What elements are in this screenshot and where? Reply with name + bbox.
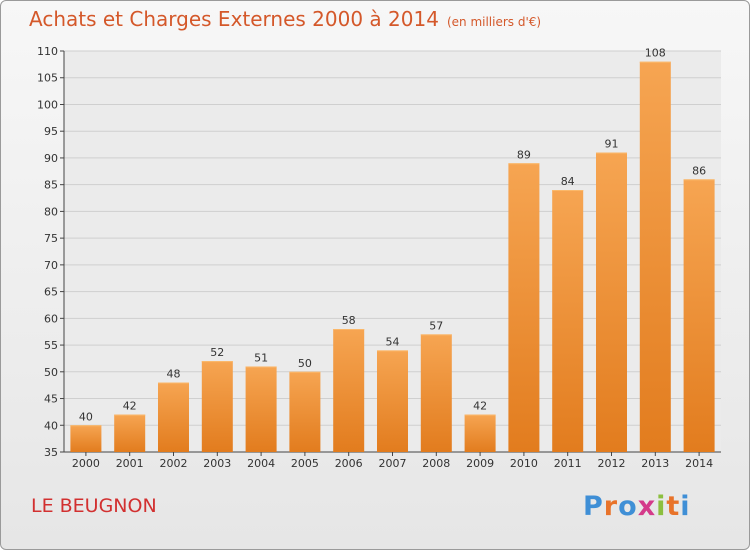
x-tick-label: 2006 bbox=[335, 457, 363, 470]
logo-letter: r bbox=[603, 491, 619, 522]
y-tick-label: 90 bbox=[44, 152, 58, 165]
data-label: 86 bbox=[692, 164, 706, 177]
logo-letter: t bbox=[666, 491, 681, 522]
bar bbox=[114, 414, 146, 452]
logo-letter: i bbox=[680, 491, 691, 522]
unit-label: (en milliers d'€) bbox=[446, 15, 542, 29]
y-tick-label: 60 bbox=[44, 312, 58, 325]
bar bbox=[333, 329, 365, 452]
data-label: 52 bbox=[210, 346, 224, 359]
x-tick-label: 2000 bbox=[72, 457, 100, 470]
x-tick-label: 2004 bbox=[247, 457, 275, 470]
x-tick-label: 2002 bbox=[160, 457, 188, 470]
y-tick-label: 55 bbox=[44, 339, 58, 352]
x-tick-label: 2010 bbox=[510, 457, 538, 470]
data-label: 58 bbox=[342, 314, 356, 327]
y-tick-label: 40 bbox=[44, 419, 58, 432]
y-tick-label: 70 bbox=[44, 259, 58, 272]
y-tick-label: 95 bbox=[44, 125, 58, 138]
data-label: 54 bbox=[386, 335, 400, 348]
logo-letter: P bbox=[583, 491, 604, 522]
x-tick-label: 2005 bbox=[291, 457, 319, 470]
data-label: 51 bbox=[254, 351, 268, 364]
y-tick-label: 110 bbox=[37, 45, 58, 58]
y-tick-label: 100 bbox=[37, 98, 58, 111]
y-tick-label: 50 bbox=[44, 366, 58, 379]
data-label: 50 bbox=[298, 357, 312, 370]
bar bbox=[464, 414, 496, 452]
y-tick-label: 75 bbox=[44, 232, 58, 245]
bar bbox=[508, 163, 540, 452]
data-label: 48 bbox=[167, 367, 181, 380]
chart-title: Achats et Charges Externes 2000 à 2014 (e… bbox=[29, 7, 541, 31]
bar bbox=[289, 371, 321, 452]
logo-letter: i bbox=[656, 491, 667, 522]
x-tick-label: 2014 bbox=[685, 457, 713, 470]
data-label: 42 bbox=[473, 400, 487, 413]
bar bbox=[639, 61, 671, 453]
x-tick-label: 2011 bbox=[554, 457, 582, 470]
data-label: 42 bbox=[123, 400, 137, 413]
bar bbox=[683, 179, 715, 452]
x-tick-label: 2007 bbox=[379, 457, 407, 470]
data-label: 108 bbox=[645, 47, 666, 60]
proxiti-logo: Proxiti bbox=[583, 491, 691, 522]
commune-name: LE BEUGNON bbox=[31, 495, 157, 517]
x-tick-label: 2008 bbox=[422, 457, 450, 470]
y-tick-label: 45 bbox=[44, 393, 58, 406]
data-label: 40 bbox=[79, 410, 93, 423]
data-label: 84 bbox=[561, 175, 575, 188]
y-tick-label: 35 bbox=[44, 446, 58, 459]
title-text: Achats et Charges Externes 2000 à 2014 bbox=[29, 7, 439, 31]
y-tick-label: 65 bbox=[44, 286, 58, 299]
bar bbox=[596, 152, 627, 452]
bar bbox=[552, 190, 584, 452]
data-label: 91 bbox=[605, 138, 619, 151]
x-tick-label: 2001 bbox=[116, 457, 144, 470]
data-label: 57 bbox=[429, 319, 443, 332]
bar bbox=[70, 425, 102, 452]
bar bbox=[158, 382, 189, 452]
y-tick-label: 80 bbox=[44, 205, 58, 218]
x-tick-label: 2003 bbox=[203, 457, 231, 470]
data-label: 89 bbox=[517, 148, 531, 161]
bar bbox=[245, 366, 277, 452]
y-tick-label: 105 bbox=[37, 72, 58, 85]
bar bbox=[201, 361, 233, 452]
bar bbox=[420, 334, 452, 452]
x-tick-label: 2009 bbox=[466, 457, 494, 470]
y-tick-label: 85 bbox=[44, 179, 58, 192]
bar bbox=[377, 350, 408, 452]
x-tick-label: 2013 bbox=[641, 457, 669, 470]
logo-letter: x bbox=[637, 491, 657, 522]
logo-letter: o bbox=[618, 491, 638, 522]
x-tick-label: 2012 bbox=[598, 457, 626, 470]
